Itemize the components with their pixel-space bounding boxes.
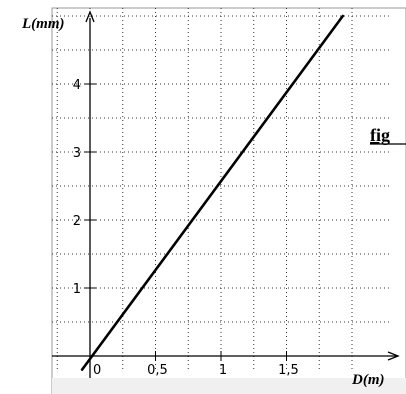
y-tick-label: 4	[73, 78, 81, 93]
x-tick-label: 0,5	[147, 363, 168, 378]
axes	[52, 10, 400, 378]
series-line	[80, 14, 345, 371]
plot-panel	[51, 7, 406, 394]
figure-label: fig	[370, 125, 390, 145]
x-tick-label: 1	[219, 363, 227, 378]
y-tick-label: 2	[73, 214, 81, 229]
y-axis-arrow	[85, 10, 95, 23]
x-axis-arrow	[387, 351, 400, 361]
ticks: 0 0,5 1 1,5 1 2 3 4	[73, 78, 299, 378]
series	[80, 14, 345, 371]
y-axis-label: L(mm)	[21, 16, 65, 32]
y-tick-label: 3	[73, 146, 81, 161]
x-axis-label: D(m)	[351, 372, 385, 388]
x-tick-label: 1,5	[278, 363, 299, 378]
panel-footer	[52, 378, 406, 394]
y-tick-label: 1	[73, 282, 81, 297]
x-tick-label: 0	[93, 363, 101, 378]
